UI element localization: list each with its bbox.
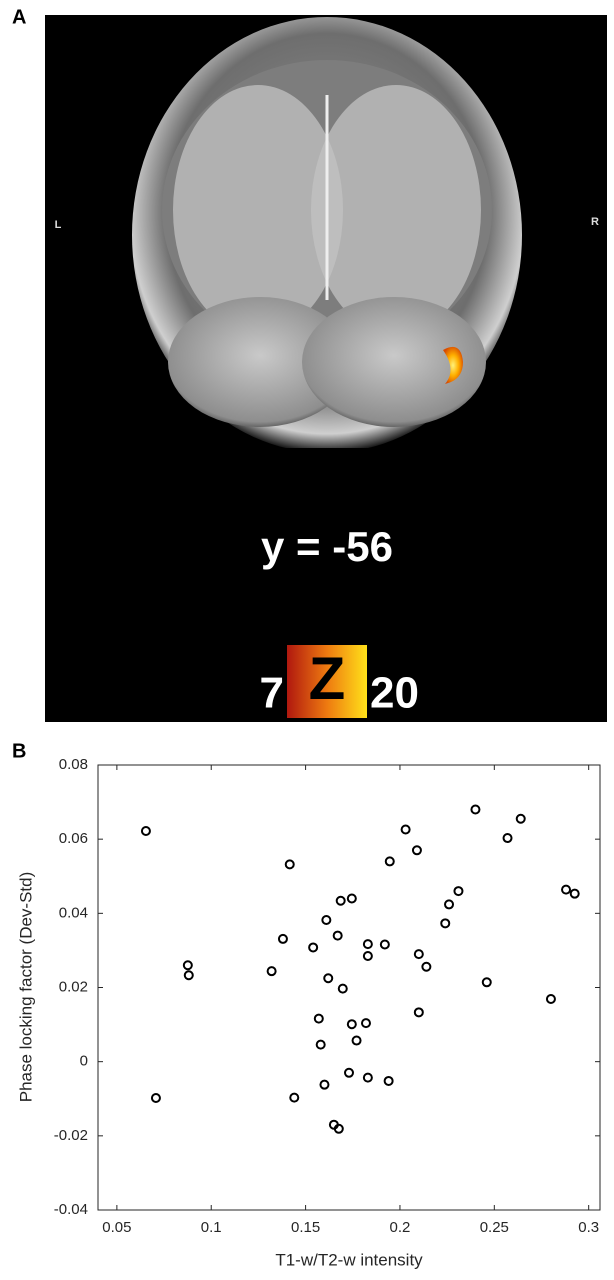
slice-label: y = -56: [261, 523, 393, 570]
data-point: [362, 950, 373, 961]
y-tick-label: 0.04: [59, 904, 88, 921]
colorbar-max: 20: [370, 669, 419, 718]
data-point: [569, 888, 580, 899]
colorbar: [287, 645, 367, 718]
y-tick-label: 0: [80, 1053, 88, 1070]
x-tick-label: 0.25: [480, 1219, 509, 1236]
y-tick-label: -0.04: [54, 1201, 88, 1218]
brain-image: [125, 17, 529, 458]
data-point: [182, 960, 193, 971]
data-point: [470, 804, 481, 815]
plot-frame: [97, 764, 601, 1211]
data-point: [444, 899, 455, 910]
data-point: [315, 1039, 326, 1050]
data-point: [351, 1035, 362, 1046]
data-point: [140, 826, 151, 837]
data-point: [453, 886, 464, 897]
data-point: [333, 1123, 344, 1134]
data-point: [346, 1019, 357, 1030]
data-point: [321, 915, 332, 926]
y-axis-title: Phase locking factor (Dev-Std): [16, 872, 35, 1103]
y-tick-label: 0.08: [59, 756, 88, 773]
data-point: [561, 884, 572, 895]
x-axis-title: T1-w/T2-w intensity: [275, 1250, 423, 1269]
data-point: [313, 1013, 324, 1024]
data-point: [362, 1072, 373, 1083]
y-tick-label: 0.02: [59, 978, 88, 995]
panel-label: A: [12, 6, 26, 28]
data-point: [337, 983, 348, 994]
data-point: [284, 859, 295, 870]
data-point: [440, 918, 451, 929]
data-point: [400, 824, 411, 835]
colorbar-min: 7: [260, 669, 284, 718]
y-tick-label: 0.06: [59, 830, 88, 847]
data-point: [289, 1092, 300, 1103]
data-point: [150, 1093, 161, 1104]
data-point: [421, 961, 432, 972]
data-point: [323, 973, 334, 984]
data-point: [362, 939, 373, 950]
data-point: [383, 1075, 394, 1086]
data-point: [502, 833, 513, 844]
data-point: [379, 939, 390, 950]
y-tick-label: -0.02: [54, 1127, 88, 1144]
data-point: [266, 966, 277, 977]
data-point: [515, 813, 526, 824]
x-tick-label: 0.15: [291, 1219, 320, 1236]
data-point: [183, 970, 194, 981]
data-point: [360, 1018, 371, 1029]
data-point: [332, 930, 343, 941]
data-point: [384, 856, 395, 867]
data-point: [344, 1067, 354, 1078]
data-point: [277, 933, 288, 944]
data-point: [411, 845, 422, 856]
left-label: L: [55, 219, 62, 231]
data-point: [346, 893, 357, 904]
x-tick-label: 0.1: [201, 1219, 222, 1236]
x-tick-label: 0.3: [578, 1219, 599, 1236]
x-tick-label: 0.05: [102, 1219, 131, 1236]
data-point: [335, 895, 346, 906]
x-tick-label: 0.2: [390, 1219, 411, 1236]
data-point: [413, 949, 424, 960]
data-point: [308, 942, 319, 953]
panel-label: B: [12, 740, 26, 762]
colorbar-label: Z: [309, 645, 346, 712]
data-point: [481, 977, 492, 988]
right-label: R: [591, 216, 599, 228]
data-point: [545, 993, 556, 1004]
data-point: [319, 1079, 330, 1090]
data-point: [413, 1007, 424, 1018]
